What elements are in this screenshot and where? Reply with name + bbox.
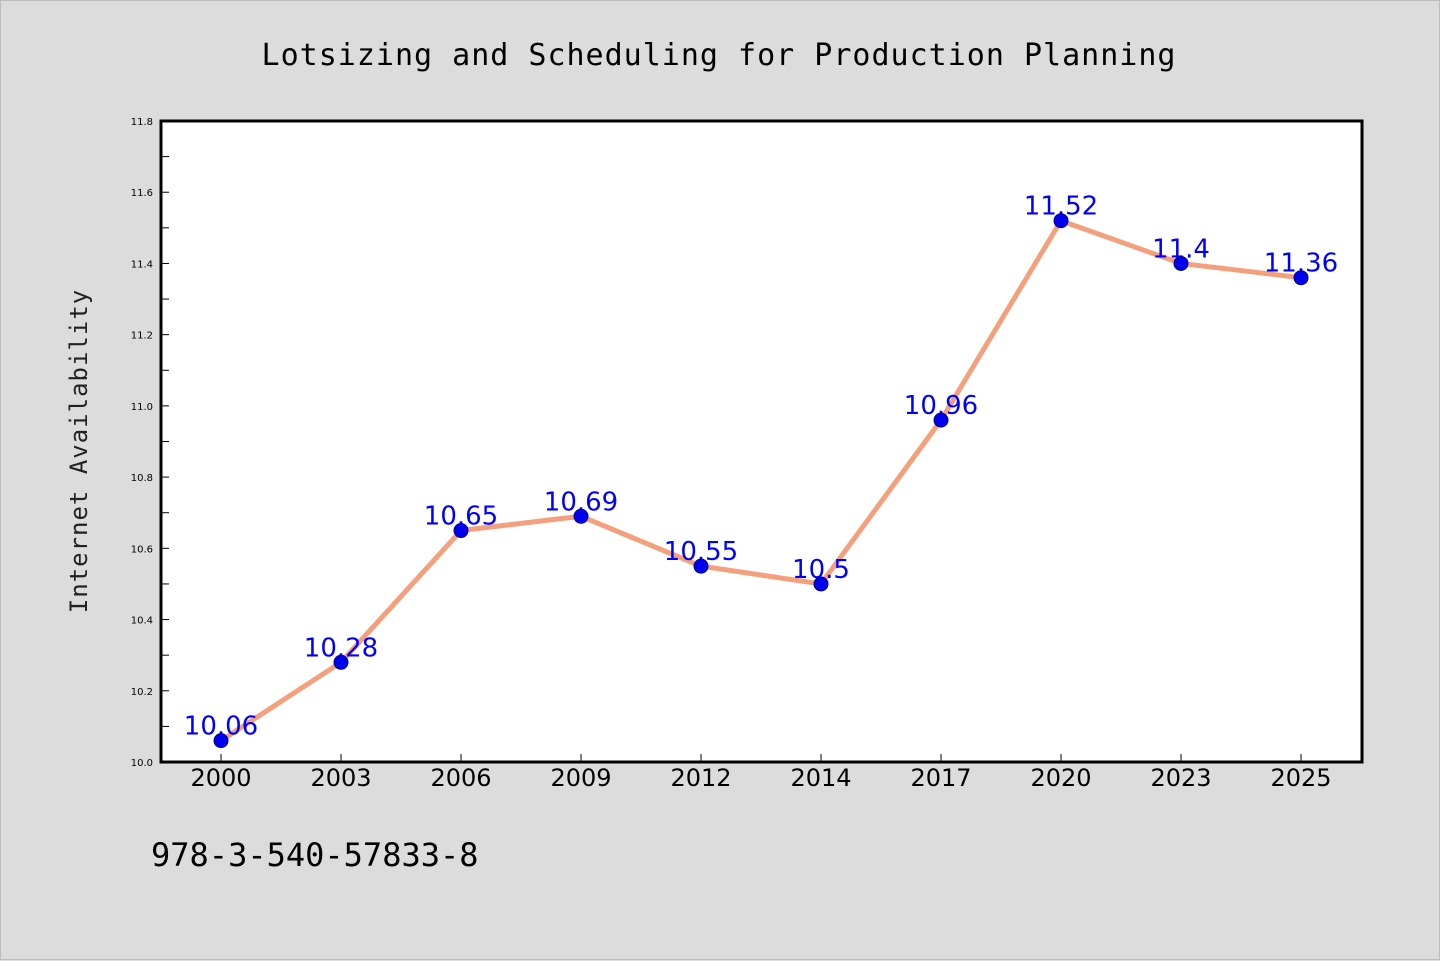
x-tick-label: 2017	[910, 764, 971, 792]
y-tick-label: 10.8	[131, 473, 153, 484]
y-tick-label: 10.4	[131, 616, 153, 627]
y-tick-label: 11.6	[131, 188, 153, 199]
y-axis-label: Internet Availability	[65, 289, 93, 613]
x-tick-label: 2014	[790, 764, 851, 792]
data-point	[453, 523, 469, 539]
x-tick-label: 2025	[1270, 764, 1331, 792]
x-tick-label: 2009	[550, 764, 611, 792]
footer-isbn: 978-3-540-57833-8	[151, 836, 479, 874]
data-point	[693, 558, 709, 574]
series-line	[218, 218, 1304, 744]
data-point	[1053, 213, 1069, 229]
y-tick-label: 11.4	[131, 259, 153, 270]
y-tick-label: 10.6	[131, 544, 153, 555]
y-tick-label: 11.2	[131, 331, 153, 342]
y-tick-label: 11.0	[131, 402, 153, 413]
x-tick-label: 2023	[1150, 764, 1211, 792]
data-point	[813, 576, 829, 592]
data-point	[933, 412, 949, 428]
x-axis-ticks: 2000 2003 2006 2009 2012 2014 2017 2020 2023 2025	[190, 754, 1332, 792]
data-point	[1173, 255, 1189, 271]
data-point	[333, 654, 349, 670]
x-tick-label: 2000	[190, 764, 251, 792]
data-point	[573, 508, 589, 524]
data-point	[213, 733, 229, 749]
x-tick-label: 2006	[430, 764, 491, 792]
chart-title: Lotsizing and Scheduling for Production …	[262, 38, 1177, 73]
data-point	[1293, 270, 1309, 286]
y-axis-ticks: 10.0 10.2 10.4 10.6 10.8 11.0 11.2 11.4 11.6 11.8	[131, 117, 169, 769]
x-tick-label: 2020	[1030, 764, 1091, 792]
data-markers	[213, 213, 1309, 749]
x-tick-label: 2003	[310, 764, 371, 792]
y-tick-label: 11.8	[131, 117, 153, 128]
x-tick-label: 2012	[670, 764, 731, 792]
y-tick-label: 10.2	[131, 687, 153, 698]
y-tick-label: 10.0	[131, 758, 153, 769]
plot-area	[159, 119, 1364, 764]
